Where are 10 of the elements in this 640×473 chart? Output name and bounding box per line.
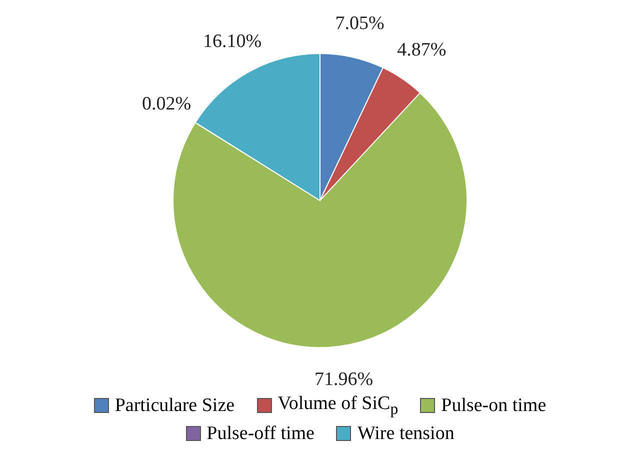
data-label: 7.05% <box>335 12 384 34</box>
legend-label: Wire tension <box>357 422 454 445</box>
legend-label: Particulare Size <box>114 394 235 417</box>
data-label: 0.02% <box>142 94 192 115</box>
legend-label: Volume of SiC$_{p}$ <box>278 393 398 419</box>
data-label: 4.87% <box>397 40 446 61</box>
data-label: 16.10% <box>203 31 262 52</box>
legend-label: Pulse-on time <box>441 394 546 417</box>
legend-label: Pulse-off time <box>206 422 314 445</box>
data-label: 71.96% <box>314 368 374 390</box>
